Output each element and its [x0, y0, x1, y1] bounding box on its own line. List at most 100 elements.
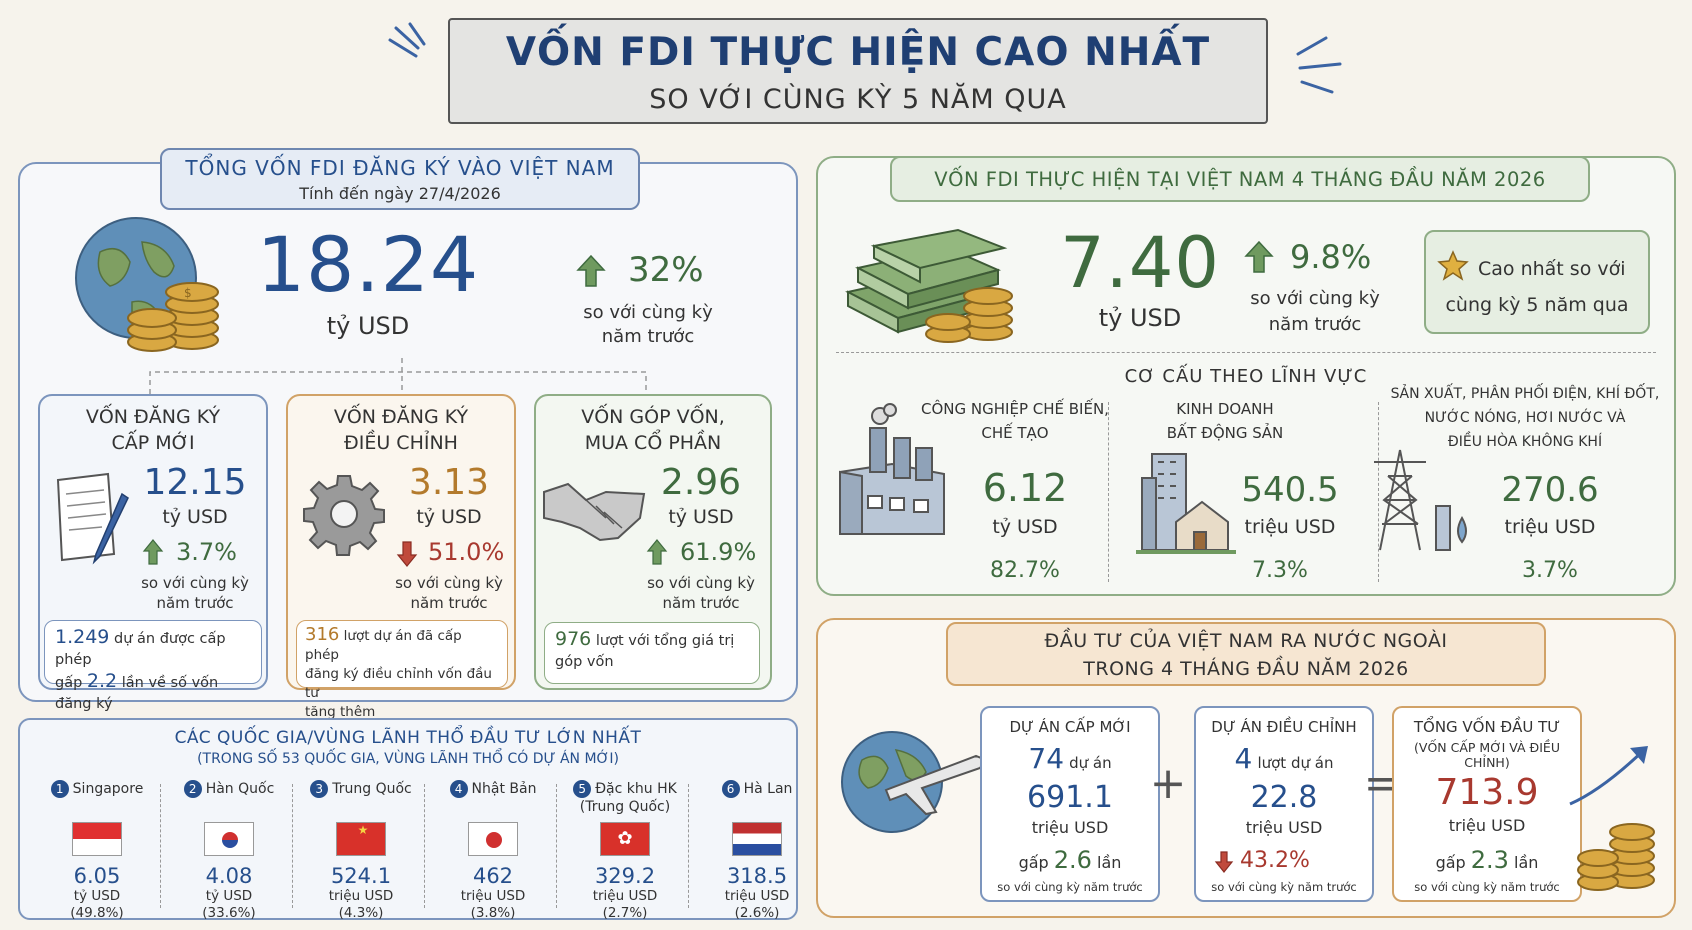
- new-capital-note1: so với cùng kỳ: [141, 574, 249, 592]
- country-header: 2 Hàn Quốc: [162, 780, 296, 820]
- contrib-capital-up-icon: [646, 539, 668, 565]
- china-flag-icon: ★: [336, 822, 386, 856]
- sector1-name1: CÔNG NGHIỆP CHẾ BIẾN,: [921, 400, 1109, 418]
- new-projects-count: 1.249: [55, 626, 110, 648]
- contrib-text2: góp vốn: [555, 654, 614, 670]
- page-subtitle: SO VỚI CÙNG KỲ 5 NĂM QUA: [649, 84, 1067, 115]
- country-value: 318.5: [726, 864, 788, 888]
- country-divider: [556, 784, 557, 908]
- new-mult-pre: gấp: [55, 675, 83, 691]
- document-pen-icon: [56, 472, 129, 565]
- adjust-capital-down-icon: [396, 541, 418, 567]
- outward-new-value: 691.1: [1027, 780, 1113, 815]
- adjust-text1: lượt dự án đã cấp phép: [305, 628, 462, 663]
- disbursed-up-icon: [1244, 240, 1274, 273]
- outward-new-unit: triệu USD: [1031, 818, 1109, 837]
- sector2-value: 540.5: [1241, 470, 1339, 510]
- contrib-count: 976: [555, 628, 592, 650]
- country-divider: [424, 784, 425, 908]
- country-share: (4.3%): [338, 905, 384, 921]
- outward-new-count: 74: [1028, 742, 1065, 775]
- sector2-share: 7.3%: [1252, 558, 1308, 583]
- outward-new-pre: gấp: [1018, 853, 1049, 872]
- korea-flag-icon: [204, 822, 254, 856]
- disbursed-unit: tỷ USD: [1098, 304, 1182, 332]
- new-mult: 2.2: [86, 670, 118, 692]
- outward-total-mult: 2.3: [1470, 846, 1509, 874]
- adjust-text2: đăng ký điều chỉnh vốn đầu tư: [305, 666, 492, 701]
- new-capital-value: 12.15: [143, 462, 247, 503]
- country-item: 6 Hà Lan 318.5 triệu USD (2.6%): [690, 780, 824, 922]
- country-name: Trung Quốc: [332, 781, 412, 797]
- contrib-capital-note1: so với cùng kỳ: [647, 574, 755, 592]
- outward-total-value: 713.9: [1435, 772, 1539, 813]
- structure-title: CƠ CẤU THEO LĨNH VỰC: [1124, 366, 1368, 387]
- country-unit: tỷ USD: [205, 888, 253, 904]
- contrib-capital-title1: VỐN GÓP VỐN,: [581, 406, 725, 428]
- outward-new-card: [980, 706, 1160, 902]
- adjust-capital-change: 51.0%: [428, 538, 505, 566]
- rank-badge: 4: [449, 780, 468, 798]
- new-capital-note-box: 1.249 dự án được cấp phép gấp 2.2 lần về…: [44, 620, 262, 712]
- singapore-flag-icon: [72, 822, 122, 856]
- disbursed-change: 9.8%: [1290, 238, 1372, 276]
- sector1-value: 6.12: [982, 466, 1068, 510]
- contrib-capital-change: 61.9%: [680, 538, 757, 566]
- country-share: (2.7%): [602, 905, 648, 921]
- country-item: 3 Trung Quốc ★ 524.1 triệu USD (4.3%): [294, 780, 428, 922]
- globe-plane-icon: [841, 731, 988, 833]
- country-divider: [292, 784, 293, 908]
- outward-total-mult-line: gấp 2.3 lần: [1392, 846, 1582, 874]
- factory-icon: [839, 403, 945, 535]
- handshake-icon: [543, 482, 646, 542]
- disbursed-panel: [816, 156, 1676, 596]
- adjust-projects-count: 316: [305, 624, 340, 645]
- new-capital-unit: tỷ USD: [162, 506, 228, 528]
- buildings-icon: [1136, 453, 1236, 554]
- rank-badge: 2: [183, 780, 202, 798]
- country-item: 2 Hàn Quốc 4.08 tỷ USD (33.6%): [162, 780, 296, 922]
- new-projects-text: dự án được cấp phép: [55, 631, 226, 668]
- country-share: (3.8%): [470, 905, 516, 921]
- coins-icon: $: [127, 282, 219, 352]
- outward-title2: TRONG 4 THÁNG ĐẦU NĂM 2026: [1083, 658, 1409, 680]
- outward-new-note: so với cùng kỳ năm trước: [997, 880, 1143, 894]
- country-item: 4 Nhật Bản 462 triệu USD (3.8%): [426, 780, 560, 922]
- country-unit: triệu USD: [592, 888, 658, 904]
- disbursed-header: [890, 156, 1590, 202]
- country-name: Hà Lan: [743, 781, 793, 797]
- country-header: 6 Hà Lan: [690, 780, 824, 820]
- country-value: 6.05: [73, 864, 121, 888]
- new-capital-up-icon: [142, 539, 164, 565]
- disbursed-value: 7.40: [1060, 222, 1220, 304]
- outward-title1: ĐẦU TƯ CỦA VIỆT NAM RA NƯỚC NGOÀI: [1044, 630, 1448, 652]
- outward-new-count-line: 74 dự án: [980, 742, 1160, 775]
- new-capital-title2: CẤP MỚI: [111, 432, 195, 454]
- hongkong-flag-icon: ✿: [600, 822, 650, 856]
- contrib-capital-note2: năm trước: [662, 594, 740, 612]
- outward-new-post: lần: [1097, 853, 1122, 872]
- rank-badge: 1: [50, 780, 69, 798]
- outward-total-card: [1392, 706, 1582, 902]
- outward-adjust-count-line: 4 lượt dự án: [1194, 742, 1374, 775]
- adjust-capital-title2: ĐIỀU CHỈNH: [344, 432, 458, 454]
- highest-badge: [1424, 230, 1650, 334]
- new-mult-text: lần về số vốn đăng ký: [55, 675, 219, 712]
- rank-badge: 3: [310, 780, 329, 798]
- outward-header: [946, 622, 1546, 686]
- country-name: Singapore: [72, 781, 144, 797]
- outward-adjust-count-unit: lượt dự án: [1257, 754, 1334, 772]
- gear-icon: [303, 475, 385, 556]
- outward-total-title2: (VỐN CẤP MỚI VÀ ĐIỀU CHỈNH): [1414, 740, 1560, 770]
- country-value: 524.1: [330, 864, 392, 888]
- outward-new-title: DỰ ÁN CẤP MỚI: [1009, 718, 1131, 736]
- rank-badge: 6: [721, 780, 740, 798]
- country-unit: triệu USD: [460, 888, 526, 904]
- disbursed-divider: [836, 352, 1656, 353]
- registered-header: [160, 148, 640, 210]
- country-divider: [160, 784, 161, 908]
- registered-unit: tỷ USD: [326, 312, 410, 340]
- money-stack-icon: [845, 228, 1008, 334]
- country-share: (33.6%): [202, 905, 256, 921]
- outward-adjust-change: 43.2%: [1240, 848, 1310, 873]
